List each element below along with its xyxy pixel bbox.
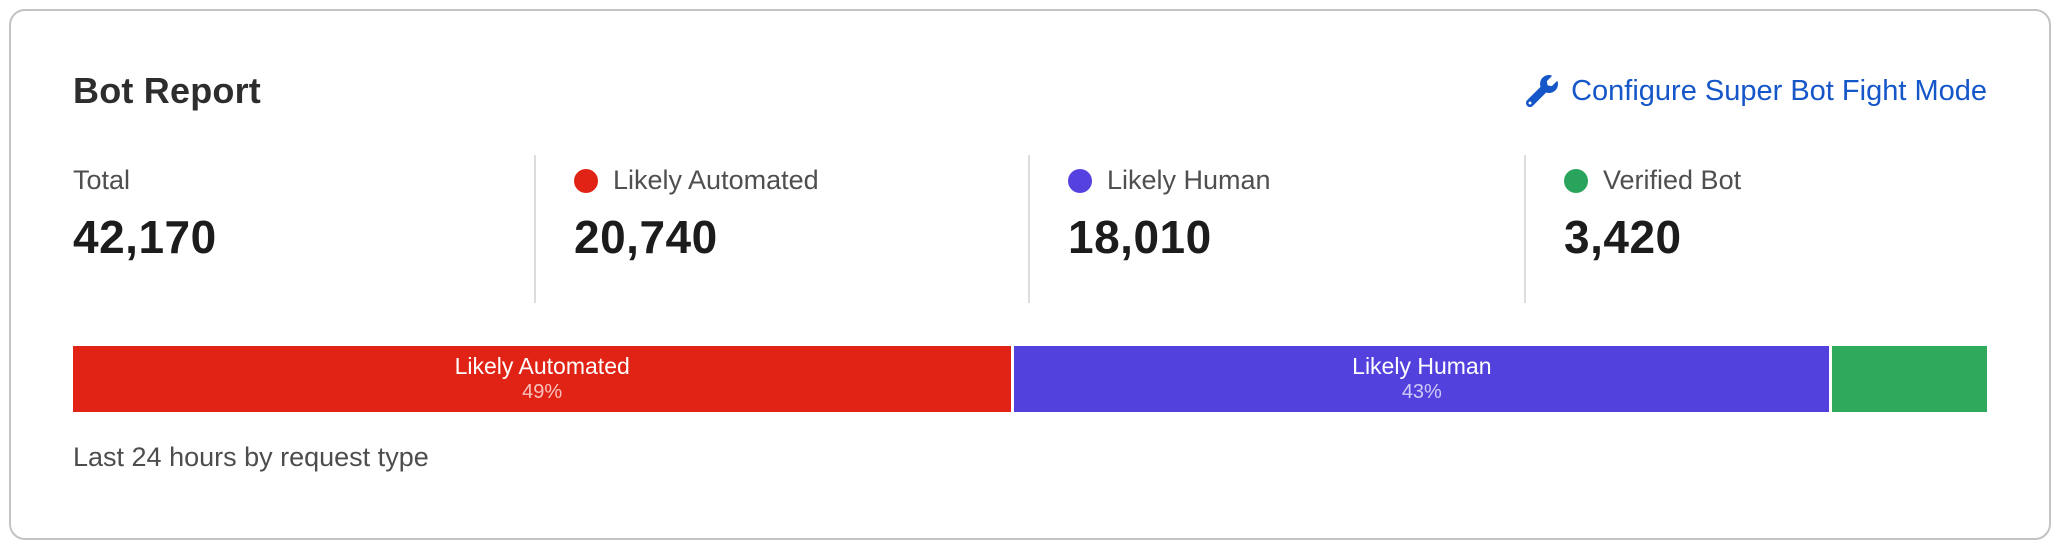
bar-segment-label: Likely Automated [454,352,630,379]
bar-segment-percent: 43% [1401,381,1442,404]
likely-human-dot-icon [1068,168,1092,193]
stat-verified-bot: Verified Bot 3,420 [1524,155,1987,303]
verified-bot-dot-icon [1564,168,1588,193]
stat-label: Total [73,165,131,195]
stat-label: Likely Automated [613,165,819,195]
caption-text: Last 24 hours by request type [73,442,429,472]
stats-row: Total 42,170 Likely Automated 20,740 Lik… [73,155,1987,303]
stat-label: Verified Bot [1603,165,1742,195]
configure-link-label: Configure Super Bot Fight Mode [1571,74,1987,107]
stat-value: 18,010 [1068,211,1212,263]
likely-automated-dot-icon [574,168,598,193]
bot-report-card: Bot Report Configure Super Bot Fight Mod… [9,9,2051,540]
wrench-icon [1526,75,1559,107]
bar-segment-likely-human[interactable]: Likely Human 43% [1014,346,1830,412]
bar-segment-percent: 49% [522,381,563,404]
stat-label: Likely Human [1107,165,1271,195]
request-type-stacked-bar: Likely Automated 49% Likely Human 43% [73,346,1987,412]
card-header: Bot Report Configure Super Bot Fight Mod… [73,67,1987,115]
stat-value: 42,170 [73,211,217,263]
bar-segment-likely-automated[interactable]: Likely Automated 49% [73,346,1012,412]
stat-total: Total 42,170 [73,155,534,303]
stat-value: 3,420 [1564,211,1682,263]
configure-super-bot-fight-mode-link[interactable]: Configure Super Bot Fight Mode [1526,75,1987,108]
stat-likely-human: Likely Human 18,010 [1028,155,1524,303]
bar-segment-verified-bot[interactable] [1832,346,1987,412]
stat-likely-automated: Likely Automated 20,740 [534,155,1028,303]
stat-value: 20,740 [574,211,718,263]
page-title: Bot Report [73,70,261,111]
bar-segment-label: Likely Human [1352,352,1492,379]
